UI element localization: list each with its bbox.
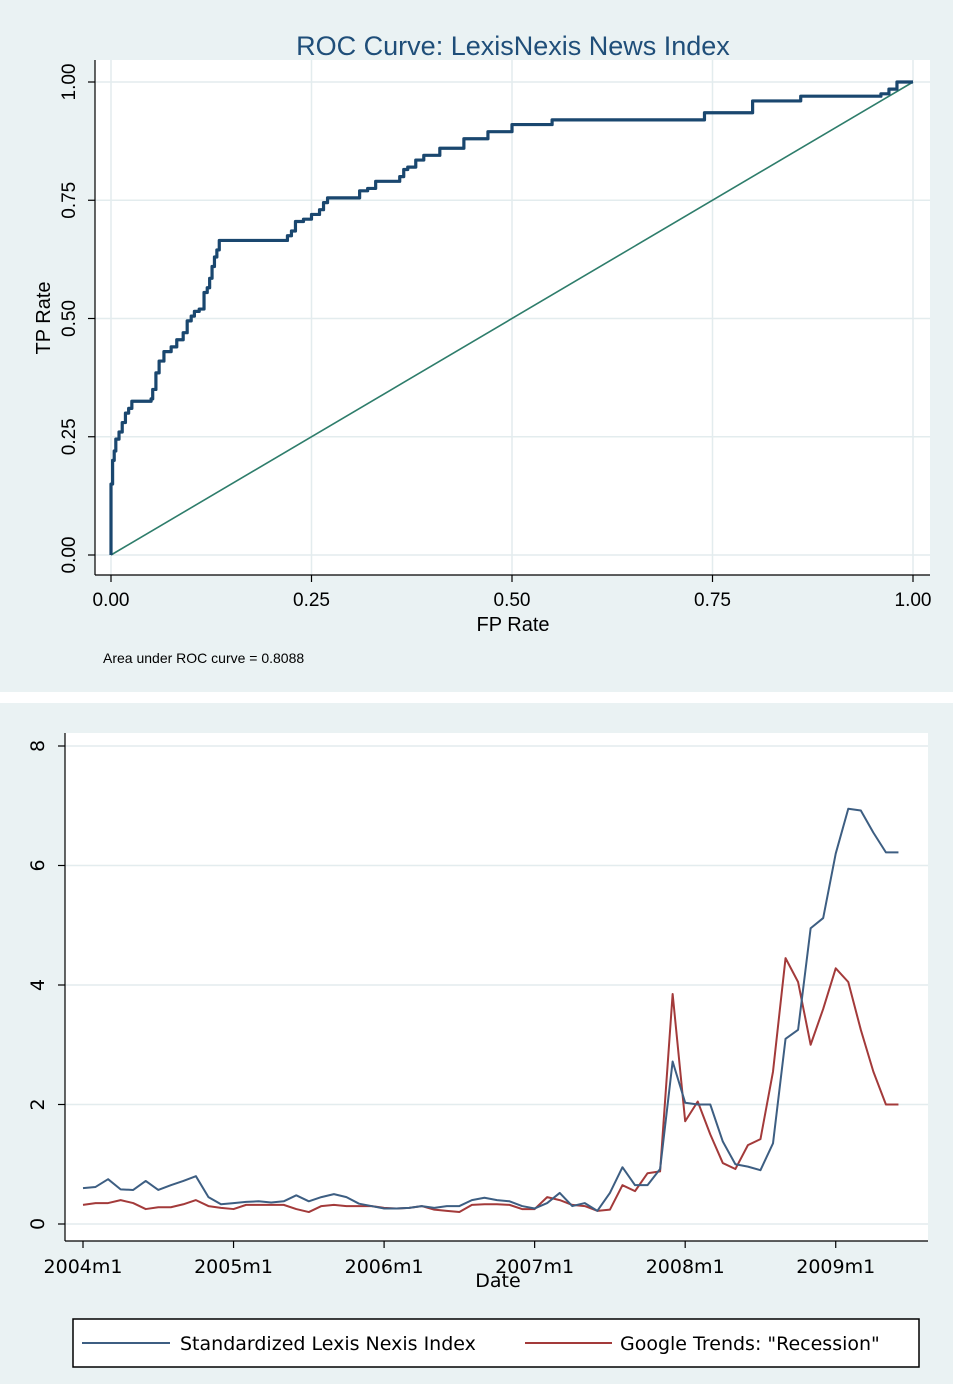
ts-series-lexis-nexis — [82, 807, 899, 1212]
legend-label-google: Google Trends: "Recession" — [620, 1333, 880, 1355]
timeseries-chart-panel: 0 2 4 6 8 2004m1 2005m1 2006m1 2007m1 2008m1 2009m… — [0, 703, 953, 1384]
roc-chart-panel: 0.00 0.25 0.50 0.75 1.00 0.00 0.25 0.50 0.75 1.00… — [0, 0, 953, 692]
ts-x-tick-label: 2004m1 — [44, 1256, 123, 1278]
roc-chart: 0.00 0.25 0.50 0.75 1.00 0.00 0.25 0.50 0.75 1.00… — [33, 31, 932, 666]
roc-x-axis-title: FP Rate — [477, 614, 550, 636]
roc-y-axis-title: TP Rate — [33, 282, 55, 355]
ts-x-tick-label: 2006m1 — [345, 1256, 424, 1278]
roc-y-tick-label: 0.75 — [59, 182, 80, 219]
roc-y-tick-label: 0.25 — [59, 418, 80, 455]
legend: Standardized Lexis Nexis Index Google Tr… — [72, 1318, 920, 1368]
ts-x-tick-label: 2008m1 — [646, 1256, 725, 1278]
roc-chart-title: ROC Curve: LexisNexis News Index — [296, 31, 730, 61]
roc-x-tick-label: 0.25 — [293, 590, 330, 611]
ts-x-tick-label: 2005m1 — [194, 1256, 273, 1278]
roc-y-tick-label: 0.00 — [59, 537, 80, 574]
ts-x-axis-title: Date — [475, 1270, 520, 1292]
auc-note: Area under ROC curve = 0.8088 — [103, 650, 304, 666]
roc-curve — [109, 80, 913, 555]
ts-y-tick-label: 6 — [27, 859, 49, 871]
roc-x-tick-label: 0.00 — [93, 590, 130, 611]
legend-box — [72, 1318, 920, 1368]
roc-x-tick-label: 1.00 — [895, 590, 932, 611]
ts-x-tick-label: 2007m1 — [495, 1256, 574, 1278]
legend-label-lexis: Standardized Lexis Nexis Index — [180, 1333, 476, 1355]
roc-reference-line — [110, 81, 914, 556]
ts-x-tick-label: 2009m1 — [796, 1256, 875, 1278]
roc-x-tick-label: 0.50 — [494, 590, 531, 611]
ts-y-tick-label: 4 — [27, 979, 49, 991]
timeseries-chart: 0 2 4 6 8 2004m1 2005m1 2006m1 2007m1 2008m1 2009m… — [27, 733, 928, 1368]
roc-y-tick-label: 0.50 — [59, 300, 80, 337]
ts-series-google-trends — [82, 957, 899, 1214]
ts-y-tick-label: 2 — [27, 1098, 49, 1110]
roc-y-tick-label: 1.00 — [59, 64, 80, 101]
ts-y-tick-label: 0 — [27, 1218, 49, 1230]
roc-x-tick-label: 0.75 — [694, 590, 731, 611]
ts-plot-area — [65, 733, 928, 1241]
ts-y-tick-label: 8 — [27, 740, 49, 752]
